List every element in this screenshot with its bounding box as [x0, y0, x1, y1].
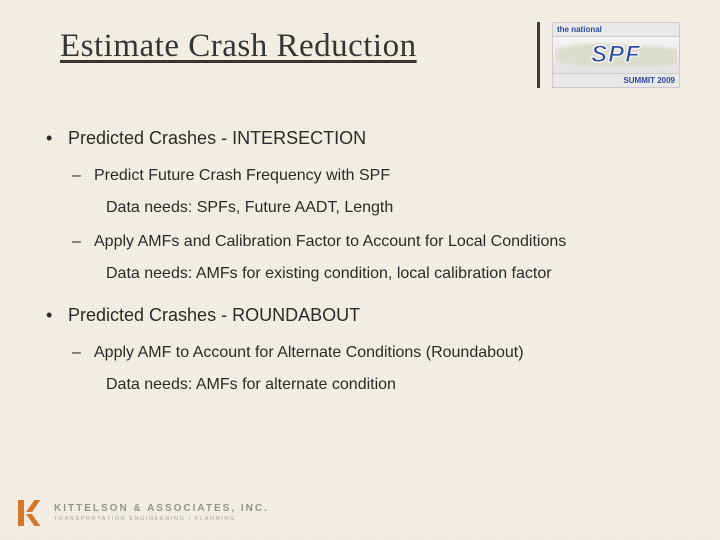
footer-logo: KITTELSON & ASSOCIATES, INC. TRANSPORTAT… [18, 500, 269, 526]
list-item: Apply AMFs and Calibration Factor to Acc… [68, 233, 680, 283]
list-item: Predicted Crashes - ROUNDABOUT Apply AMF… [40, 305, 680, 394]
bullet-list-l2: Predict Future Crash Frequency with SPF … [68, 167, 680, 283]
bullet-text: Predicted Crashes - INTERSECTION [68, 128, 366, 148]
bullet-subtext: Data needs: SPFs, Future AADT, Length [106, 199, 680, 217]
k-mark-icon [18, 500, 46, 526]
list-item: Predict Future Crash Frequency with SPF … [68, 167, 680, 217]
header-logo: the national SPF SUMMIT 2009 [552, 22, 680, 88]
bullet-text: Predict Future Crash Frequency with SPF [94, 167, 390, 184]
footer-logo-tagline: TRANSPORTATION ENGINEERING / PLANNING [54, 517, 269, 523]
slide: Estimate Crash Reduction the national SP… [0, 0, 720, 540]
header-logo-graphic: SPF [552, 37, 680, 73]
list-item: Apply AMF to Account for Alternate Condi… [68, 344, 680, 394]
header-logo-bottom-text: SUMMIT 2009 [552, 73, 680, 88]
page-title: Estimate Crash Reduction [60, 28, 417, 65]
bullet-text: Apply AMFs and Calibration Factor to Acc… [94, 233, 566, 250]
bullet-list-l1: Predicted Crashes - INTERSECTION Predict… [40, 128, 680, 394]
content: Predicted Crashes - INTERSECTION Predict… [40, 128, 680, 394]
list-item: Predicted Crashes - INTERSECTION Predict… [40, 128, 680, 283]
bullet-subtext: Data needs: AMFs for existing condition,… [106, 265, 680, 283]
header-logo-acronym: SPF [591, 41, 641, 69]
bullet-list-l2: Apply AMF to Account for Alternate Condi… [68, 344, 680, 394]
footer-logo-text: KITTELSON & ASSOCIATES, INC. TRANSPORTAT… [54, 504, 269, 523]
bullet-text: Apply AMF to Account for Alternate Condi… [94, 344, 524, 361]
header-logo-top-text: the national [552, 22, 680, 37]
title-row: Estimate Crash Reduction the national SP… [40, 28, 680, 88]
bullet-subtext: Data needs: AMFs for alternate condition [106, 376, 680, 394]
vertical-divider [537, 22, 540, 88]
footer-logo-name: KITTELSON & ASSOCIATES, INC. [54, 504, 269, 514]
bullet-text: Predicted Crashes - ROUNDABOUT [68, 305, 360, 325]
